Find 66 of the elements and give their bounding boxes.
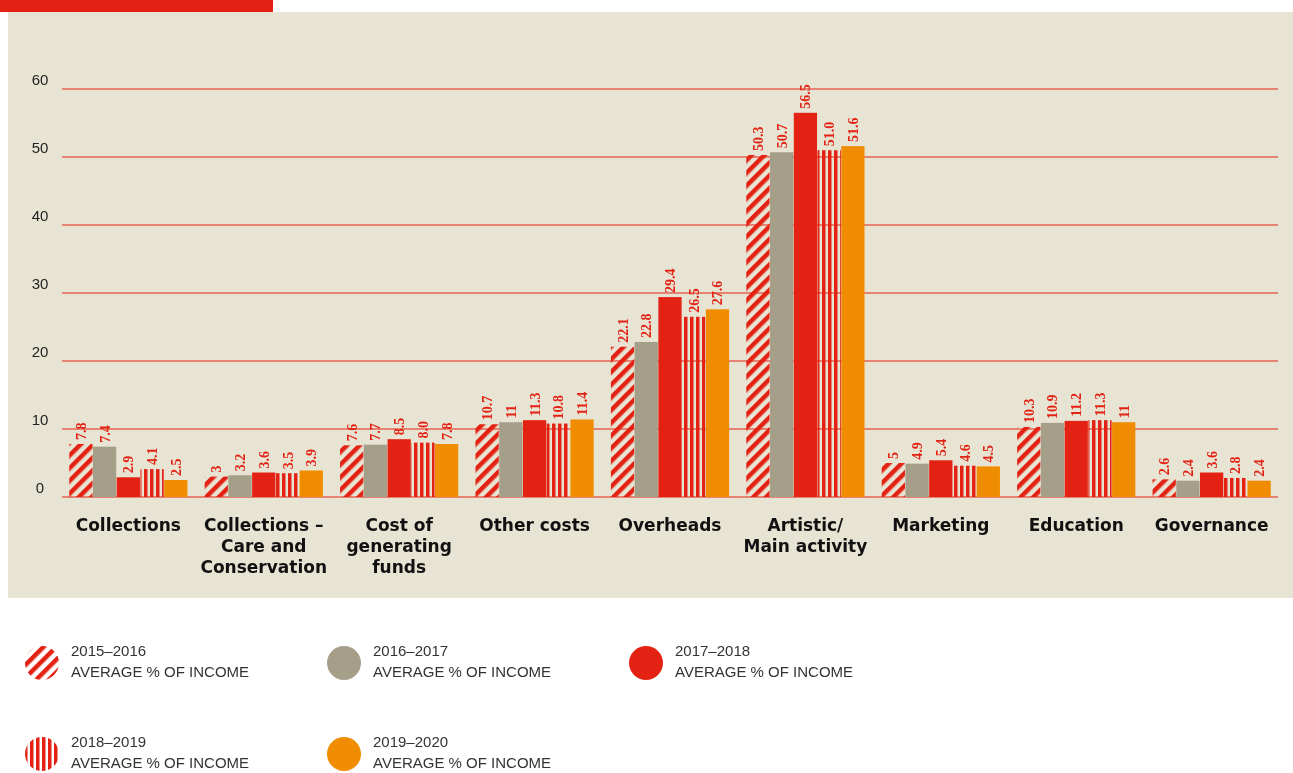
data-label: 50.3 [750,126,766,151]
data-label: 4.9 [910,442,926,460]
data-label: 10.3 [1021,398,1037,423]
data-label: 11.3 [527,392,543,417]
legend-label: 2016–2017 AVERAGE % OF INCOME [373,642,552,680]
y-tick-label: 30 [31,275,49,292]
legend-label: 2015–2016 AVERAGE % OF INCOME [71,642,250,680]
data-label: 2.4 [1180,459,1196,477]
data-label: 2.8 [1228,456,1244,474]
data-label: 7.4 [97,425,113,443]
data-label: 3.6 [256,451,272,469]
x-tick-label: Other costs [479,515,590,535]
y-tick-label: 20 [31,343,49,360]
data-label: 4.1 [145,447,161,466]
data-label: 50.7 [774,123,790,149]
legend-label: 2017–2018 AVERAGE % OF INCOME [675,642,854,680]
data-label: 2.5 [168,458,184,476]
data-label: 7.6 [344,423,360,442]
x-tick-label: Governance [1154,515,1269,535]
x-tick-label: Cost of generating funds [346,515,452,577]
data-label: 2.4 [1252,459,1268,477]
data-label: 4.6 [957,444,973,462]
data-label: 10.8 [551,395,567,420]
data-label: 22.1 [615,318,631,343]
data-label: 27.6 [710,280,726,306]
data-label: 3.5 [280,451,296,470]
data-label: 56.5 [798,84,814,109]
data-label: 11.4 [575,391,591,416]
data-label: 3.9 [304,448,320,467]
data-label: 11 [1116,404,1132,419]
data-label: 51.0 [822,121,838,147]
data-label: 11 [503,404,519,419]
x-tick-label: Artistic/ Main activity [743,515,868,556]
data-label: 10.7 [480,395,496,421]
x-tick-label: Collections – Care and Conservation [200,515,328,577]
x-tick-label: Marketing [892,515,990,535]
data-label: 11.3 [1092,392,1108,417]
data-label: 7.8 [73,422,89,440]
data-label: 3 [209,465,225,473]
x-tick-label: Education [1028,515,1124,535]
y-tick-label: 40 [31,207,49,224]
legend-label: 2019–2020 AVERAGE % OF INCOME [373,733,552,771]
x-tick-label: Collections [75,515,181,535]
legend-label: 2018–2019 AVERAGE % OF INCOME [71,733,250,771]
data-label: 3.2 [233,453,249,472]
y-tick-label: 60 [31,71,49,88]
y-tick-label: 50 [31,139,49,156]
data-label: 2.9 [121,455,137,474]
data-label: 7.8 [439,422,455,440]
data-label: 22.8 [639,313,655,338]
data-label: 2.6 [1157,457,1173,476]
data-label: 5 [886,452,902,459]
y-tick-label: 10 [31,411,49,428]
x-tick-label: Overheads [618,515,722,535]
data-label: 26.5 [686,288,702,313]
data-label: 5.4 [933,438,949,457]
data-label: 8.5 [392,417,408,436]
data-label: 29.4 [663,268,678,294]
data-label: 3.6 [1204,451,1220,469]
data-label: 7.7 [368,423,384,441]
data-label: 4.5 [981,444,997,463]
data-label: 11.2 [1069,393,1085,417]
data-label: 8.0 [415,421,431,439]
data-label: 10.9 [1045,394,1061,419]
y-tick-label: 0 [35,479,45,496]
data-label: 51.6 [845,117,861,143]
